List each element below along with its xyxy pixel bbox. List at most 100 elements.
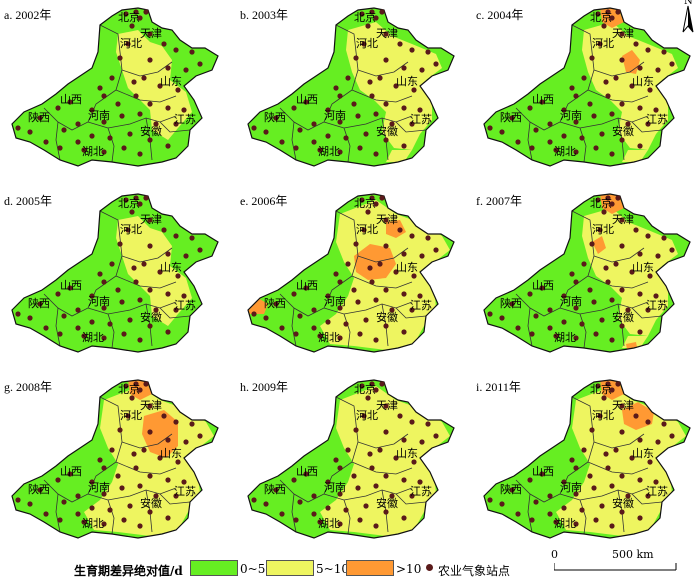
station-point — [383, 473, 389, 479]
station-point — [129, 209, 135, 215]
station-point — [97, 271, 103, 277]
station-point — [397, 413, 403, 419]
panel-label: e. 2006年 — [240, 194, 288, 208]
station-point — [609, 201, 615, 207]
region-outline — [247, 7, 455, 167]
station-point — [121, 145, 127, 151]
station-point — [165, 329, 171, 335]
station-point — [529, 517, 535, 523]
province-label-tianjin: 天津 — [140, 27, 162, 40]
station-point — [325, 293, 331, 299]
station-point — [165, 65, 171, 71]
station-point — [311, 511, 317, 517]
station-point — [161, 413, 167, 419]
station-point — [573, 149, 579, 155]
province-label-shanxi: 山西 — [532, 279, 554, 292]
panel-label: g. 2008年 — [4, 380, 53, 394]
station-point — [363, 317, 369, 323]
station-point — [361, 413, 367, 419]
station-point — [165, 437, 171, 443]
province-label-anhui: 安徽 — [140, 125, 162, 138]
panel-label: b. 2003年 — [240, 8, 289, 22]
station-point — [593, 517, 599, 523]
station-point — [393, 269, 399, 275]
station-point — [345, 261, 351, 267]
station-point — [293, 517, 299, 523]
province-label-hubei: 湖北 — [318, 331, 340, 344]
station-point — [197, 433, 203, 439]
class-5-10-area — [582, 208, 678, 348]
station-point — [343, 321, 349, 327]
station-point — [333, 85, 339, 91]
station-point — [359, 197, 365, 203]
legend-label-5-10: 5~10 — [316, 562, 349, 576]
station-point — [619, 403, 625, 409]
station-point — [75, 493, 81, 499]
province-border — [587, 275, 649, 289]
station-point — [101, 119, 107, 125]
station-point — [539, 99, 545, 105]
station-point — [43, 139, 49, 145]
region-outline — [247, 193, 455, 353]
station-point — [337, 305, 343, 311]
province-label-beijing: 北京 — [354, 11, 376, 24]
map-panel: g. 2008年 北京 天津 河北 山西 山东 陕西 河南 安徽 江苏 湖北 — [0, 372, 230, 557]
station-point — [101, 491, 107, 497]
province-border — [87, 301, 177, 315]
station-point — [383, 57, 389, 63]
legend-label-stations: 农业气象站点 — [438, 564, 511, 578]
station-point — [75, 121, 81, 127]
station-point — [601, 23, 607, 29]
province-border — [107, 499, 115, 535]
station-point — [43, 511, 49, 517]
station-point — [589, 241, 595, 247]
station-point — [101, 335, 107, 341]
station-point — [595, 383, 601, 389]
province-label-jiangsu: 江苏 — [410, 299, 432, 312]
station-point — [263, 315, 269, 321]
station-point — [153, 121, 159, 127]
station-point — [89, 505, 95, 511]
station-point — [619, 243, 625, 249]
province-label-tianjin: 天津 — [612, 213, 634, 226]
province-border — [115, 89, 177, 103]
station-point — [653, 107, 659, 113]
station-point — [147, 217, 153, 223]
region-map — [247, 193, 455, 353]
province-label-hubei: 湖北 — [82, 517, 104, 530]
station-point — [645, 307, 651, 313]
station-point — [37, 487, 43, 493]
station-point — [131, 79, 137, 85]
station-point — [515, 139, 521, 145]
station-point — [181, 479, 187, 485]
station-point — [383, 403, 389, 409]
station-point — [367, 265, 373, 271]
station-point — [597, 227, 603, 233]
region-map — [483, 379, 691, 539]
station-point — [373, 387, 379, 393]
station-point — [125, 413, 131, 419]
station-point — [383, 137, 389, 143]
station-point — [355, 485, 361, 491]
province-label-shandong: 山东 — [632, 75, 654, 88]
station-point — [337, 521, 343, 527]
station-point — [401, 291, 407, 297]
station-point — [383, 509, 389, 515]
station-point — [109, 75, 115, 81]
station-point — [161, 227, 167, 233]
station-point — [561, 479, 567, 485]
station-point — [619, 287, 625, 293]
province-label-jiangsu: 江苏 — [410, 113, 432, 126]
province-label-shaanxi: 陕西 — [500, 297, 522, 310]
region-outline — [483, 7, 691, 167]
station-point — [311, 493, 317, 499]
station-point — [605, 9, 611, 15]
province-border — [343, 499, 351, 535]
station-point — [355, 113, 361, 119]
station-point — [337, 279, 343, 285]
map-panel: h. 2009年 北京 天津 河北 山西 山东 陕西 河南 安徽 江苏 湖北 — [236, 372, 466, 557]
panel-label: a. 2002年 — [4, 8, 52, 22]
station-point — [189, 421, 195, 427]
station-point — [561, 319, 567, 325]
station-point — [619, 217, 625, 223]
